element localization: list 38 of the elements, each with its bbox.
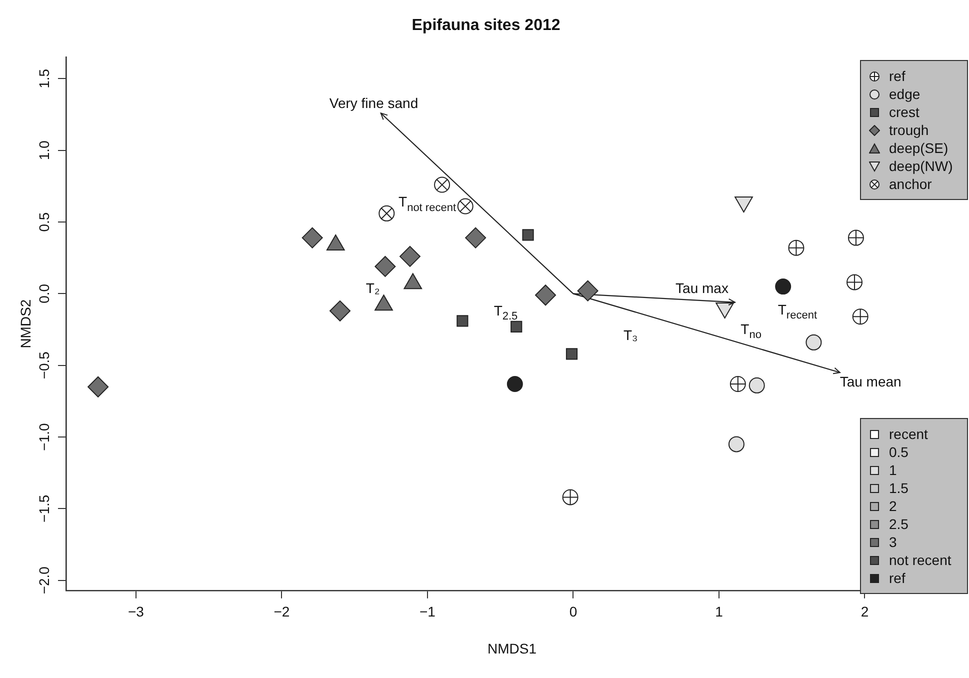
- legend-label: deep(NW): [889, 158, 953, 174]
- legend-label: not recent: [889, 552, 952, 568]
- y-tick-label: −1.0: [36, 423, 52, 451]
- y-tick-label: −1.5: [36, 494, 52, 523]
- y-axis-title: NMDS2: [17, 299, 34, 348]
- y-tick-label: −0.5: [36, 351, 52, 380]
- legend-label: 0.5: [889, 444, 908, 460]
- x-tick-label: 1: [715, 604, 724, 620]
- legend-label: 2.5: [889, 516, 908, 532]
- x-tick-label: −2: [274, 604, 290, 620]
- annotation: Tau max: [676, 280, 728, 296]
- x-tick-label: −3: [128, 604, 144, 620]
- legend-label: trough: [889, 122, 929, 138]
- y-tick-label: 0.5: [36, 212, 52, 232]
- y-tick-label: 1.5: [36, 68, 52, 88]
- annotation: T₃: [624, 326, 638, 343]
- x-tick-label: −1: [419, 604, 436, 620]
- annotation: Very fine sand: [329, 94, 418, 111]
- legend-label: 3: [889, 534, 897, 550]
- legend-label: 1.5: [889, 480, 908, 496]
- x-axis-title: NMDS1: [487, 640, 537, 656]
- legend-label: 1: [889, 462, 897, 478]
- annotation: T₂: [366, 280, 380, 296]
- legend-label: recent: [889, 426, 928, 442]
- y-tick-label: −2.0: [36, 566, 52, 594]
- x-tick-label: 0: [569, 604, 578, 620]
- legend-label: ref: [889, 570, 906, 586]
- legend-label: edge: [889, 86, 920, 102]
- annotation: Tau mean: [840, 373, 902, 390]
- legend-label: 2: [889, 498, 897, 514]
- legend-label: crest: [889, 104, 920, 120]
- chart-title: Epifauna sites 2012: [412, 17, 560, 34]
- legend-label: anchor: [889, 176, 932, 192]
- y-tick-label: 0.0: [36, 284, 52, 304]
- legend-label: deep(SE): [889, 140, 948, 156]
- y-tick-label: 1.0: [36, 140, 52, 160]
- x-tick-label: 2: [860, 604, 869, 620]
- legend-label: ref: [889, 68, 906, 84]
